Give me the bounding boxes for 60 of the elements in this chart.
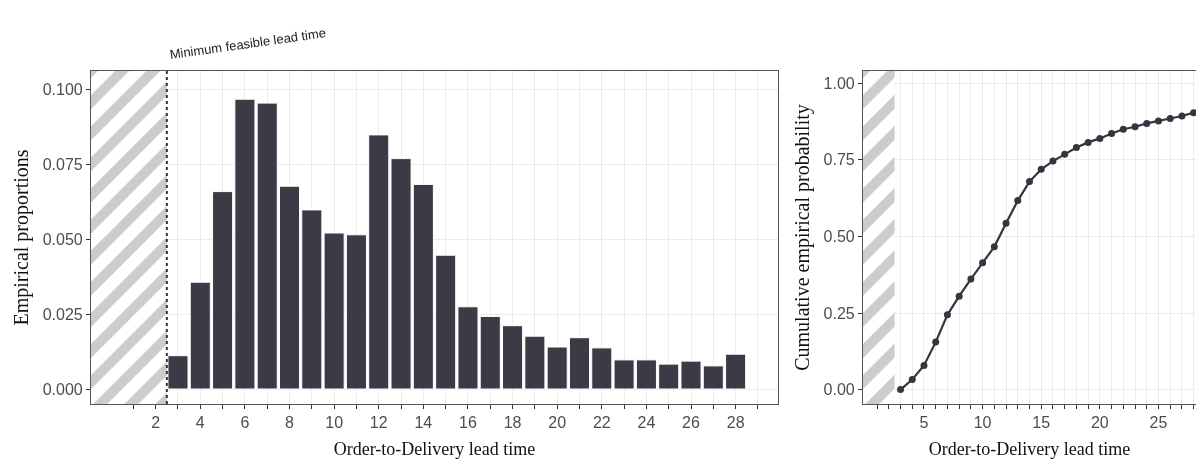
point bbox=[1119, 125, 1127, 133]
x-tick-label: 5 bbox=[919, 414, 929, 432]
point bbox=[1131, 123, 1139, 131]
x-tick-label: 22 bbox=[592, 414, 611, 432]
y-tick-label: 0.025 bbox=[42, 305, 83, 323]
y-tick-label: 0.25 bbox=[823, 304, 855, 322]
x-tick-label: 15 bbox=[1032, 414, 1051, 432]
point bbox=[932, 338, 940, 346]
x-tick-label: 24 bbox=[637, 414, 656, 432]
point bbox=[1061, 150, 1069, 158]
x-tick-label: 12 bbox=[369, 414, 388, 432]
point bbox=[1108, 129, 1116, 137]
point bbox=[979, 259, 987, 267]
point bbox=[1049, 157, 1057, 165]
y-tick-label: 0.000 bbox=[42, 380, 83, 398]
point bbox=[908, 375, 916, 383]
y-tick-label: 0.50 bbox=[823, 228, 855, 246]
x-tick-label: 28 bbox=[726, 414, 745, 432]
y-axis-title: Cumulative empirical probability bbox=[791, 104, 815, 371]
x-tick-label: 26 bbox=[682, 414, 701, 432]
point bbox=[967, 275, 975, 283]
y-tick-label: 0.050 bbox=[42, 230, 83, 248]
point bbox=[1178, 112, 1186, 120]
point bbox=[1190, 109, 1196, 117]
x-axis-title: Order-to-Delivery lead time bbox=[928, 439, 1131, 460]
x-tick-label: 25 bbox=[1149, 414, 1168, 432]
point bbox=[1166, 114, 1174, 122]
point bbox=[943, 311, 951, 319]
point bbox=[897, 386, 905, 394]
point bbox=[1143, 119, 1151, 127]
y-axis-title: Empirical proportions bbox=[10, 149, 34, 326]
x-tick-label: 16 bbox=[459, 414, 477, 432]
point bbox=[1072, 144, 1080, 152]
x-tick-label: 10 bbox=[973, 414, 992, 432]
x-tick-label: 8 bbox=[285, 414, 295, 432]
point bbox=[1002, 219, 1010, 227]
point bbox=[1154, 117, 1162, 125]
x-tick-label: 10 bbox=[325, 414, 344, 432]
point bbox=[1014, 197, 1022, 205]
x-tick-label: 20 bbox=[1090, 414, 1109, 432]
x-axis-title: Order-to-Delivery lead time bbox=[333, 439, 536, 460]
point bbox=[1084, 138, 1092, 146]
y-tick-label: 0.75 bbox=[823, 151, 855, 169]
x-tick-label: 14 bbox=[414, 414, 433, 432]
y-tick-label: 0.100 bbox=[42, 80, 83, 98]
y-tick-label: 0.075 bbox=[42, 155, 83, 173]
ref-line-label: Minimum feasible lead time bbox=[168, 25, 327, 62]
point bbox=[1037, 165, 1045, 173]
x-tick-label: 20 bbox=[548, 414, 567, 432]
y-tick-label: 1.00 bbox=[823, 74, 855, 92]
x-tick-label: 2 bbox=[151, 414, 161, 432]
x-tick-label: 6 bbox=[240, 414, 250, 432]
point bbox=[920, 361, 928, 369]
x-tick-label: 4 bbox=[195, 414, 205, 432]
x-tick-label: 18 bbox=[503, 414, 522, 432]
point bbox=[955, 292, 963, 300]
point bbox=[1096, 134, 1104, 142]
y-tick-label: 0.00 bbox=[823, 381, 855, 399]
point bbox=[990, 243, 998, 251]
point bbox=[1026, 178, 1033, 186]
